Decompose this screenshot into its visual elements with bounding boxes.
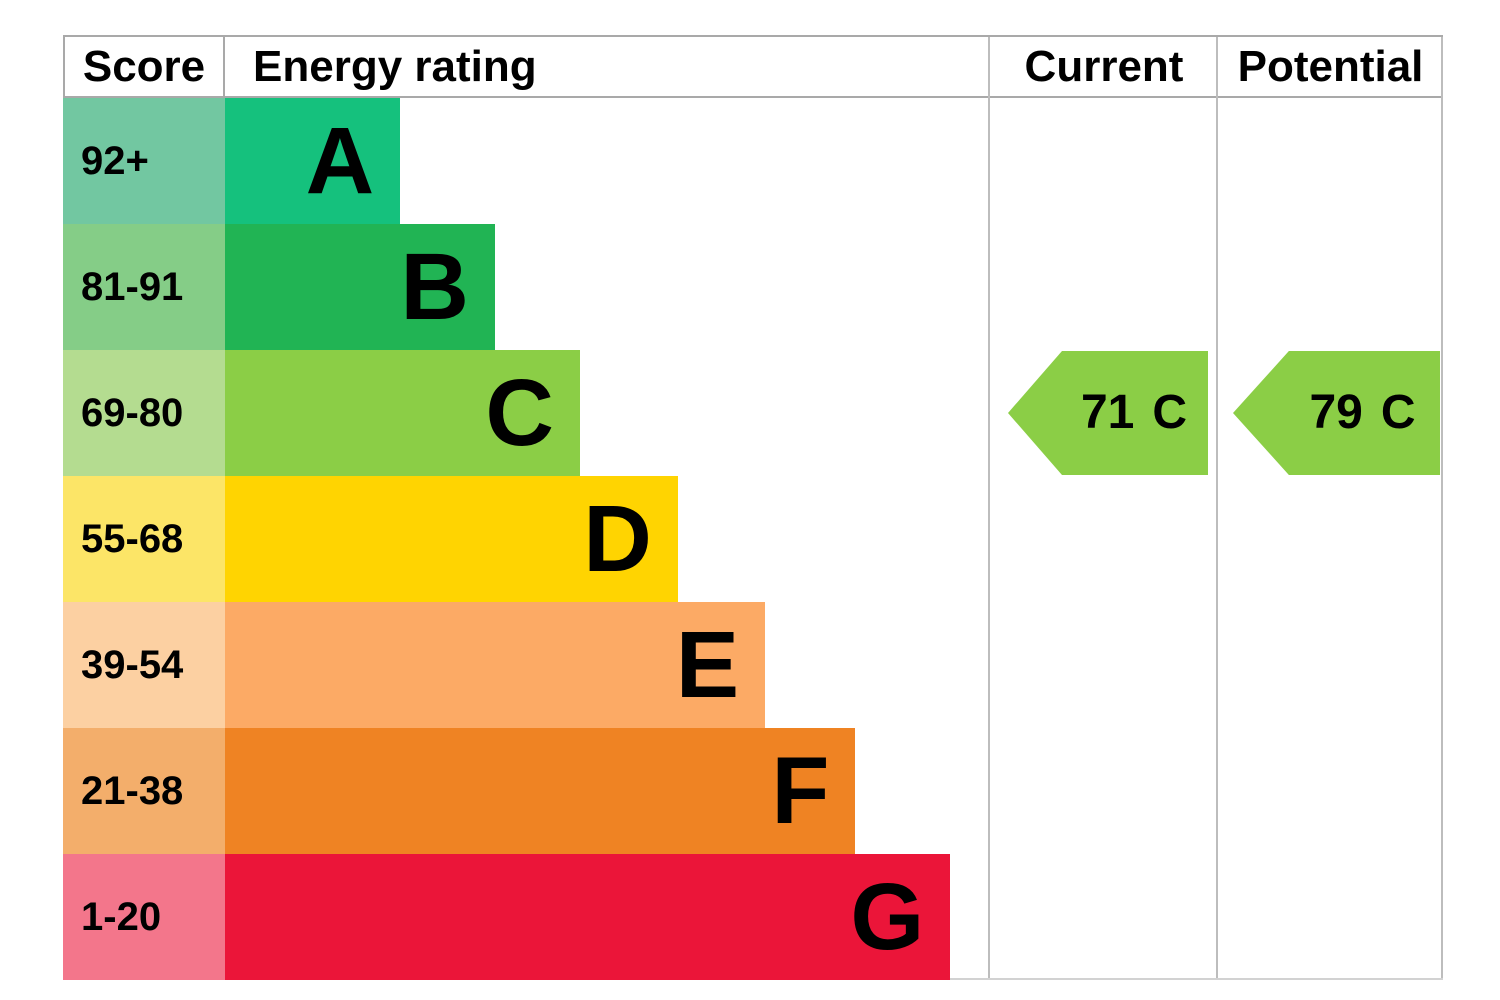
current-rating-value: 71 <box>1080 386 1135 439</box>
band-letter: B <box>400 233 470 340</box>
energy-rating-column-header: Energy rating <box>253 41 537 91</box>
band-row-d: 55-68 D <box>63 476 1443 602</box>
band-rating-area: D <box>225 476 990 602</box>
band-score-cell: 69-80 <box>63 350 225 476</box>
current-rating-letter: C <box>1152 386 1188 439</box>
band-score-label: 69-80 <box>81 390 184 435</box>
band-letter: F <box>771 737 830 844</box>
current-rating-text: 71 C <box>1081 389 1187 437</box>
current-column-header: Current <box>1024 41 1184 91</box>
score-column-header: Score <box>63 37 225 96</box>
band-score-cell: 21-38 <box>63 728 225 854</box>
band-bar: E <box>225 602 766 728</box>
potential-rating-letter: C <box>1380 386 1416 439</box>
band-bar: C <box>225 350 580 476</box>
band-score-cell: 1-20 <box>63 854 225 980</box>
band-score-cell: 92+ <box>63 98 225 224</box>
band-score-label: 1-20 <box>81 894 162 939</box>
band-rating-area: B <box>225 224 990 350</box>
table-header-row: Score Energy rating Current Potential <box>63 37 1443 98</box>
band-letter: G <box>850 863 925 970</box>
potential-rating-text: 79 C <box>1309 389 1415 437</box>
epc-rating-table: Score Energy rating Current Potential 92… <box>63 35 1443 980</box>
band-score-cell: 39-54 <box>63 602 225 728</box>
band-rating-area: C <box>225 350 990 476</box>
band-score-label: 21-38 <box>81 768 184 813</box>
band-score-cell: 55-68 <box>63 476 225 602</box>
band-row-g: 1-20 G <box>63 854 1443 980</box>
band-bar: B <box>225 224 496 350</box>
band-rating-area: A <box>225 98 990 224</box>
band-score-label: 55-68 <box>81 516 184 561</box>
potential-column-divider <box>1216 37 1218 978</box>
band-row-a: 92+ A <box>63 98 1443 224</box>
band-letter: A <box>305 107 375 214</box>
band-row-b: 81-91 B <box>63 224 1443 350</box>
band-rating-area: G <box>225 854 990 980</box>
potential-column-header: Potential <box>1237 41 1424 91</box>
band-rating-area: F <box>225 728 990 854</box>
band-rating-area: E <box>225 602 990 728</box>
band-letter: D <box>583 485 652 592</box>
band-score-label: 81-91 <box>81 264 184 309</box>
band-score-label: 92+ <box>81 138 149 183</box>
table-right-border <box>1441 37 1443 978</box>
band-row-e: 39-54 E <box>63 602 1443 728</box>
band-row-c: 69-80 C <box>63 350 1443 476</box>
rating-bands: 92+ A 81-91 B 69-80 C 55-68 D 39-54 E 21… <box>63 98 1443 980</box>
band-score-cell: 81-91 <box>63 224 225 350</box>
potential-rating-value: 79 <box>1309 386 1363 439</box>
band-bar: D <box>225 476 678 602</box>
band-bar: A <box>225 98 401 224</box>
band-letter: C <box>485 359 554 466</box>
band-row-f: 21-38 F <box>63 728 1443 854</box>
current-column-divider <box>988 37 990 978</box>
band-score-label: 39-54 <box>81 642 184 687</box>
band-bar: G <box>225 854 951 980</box>
band-letter: E <box>675 611 740 718</box>
band-bar: F <box>225 728 856 854</box>
